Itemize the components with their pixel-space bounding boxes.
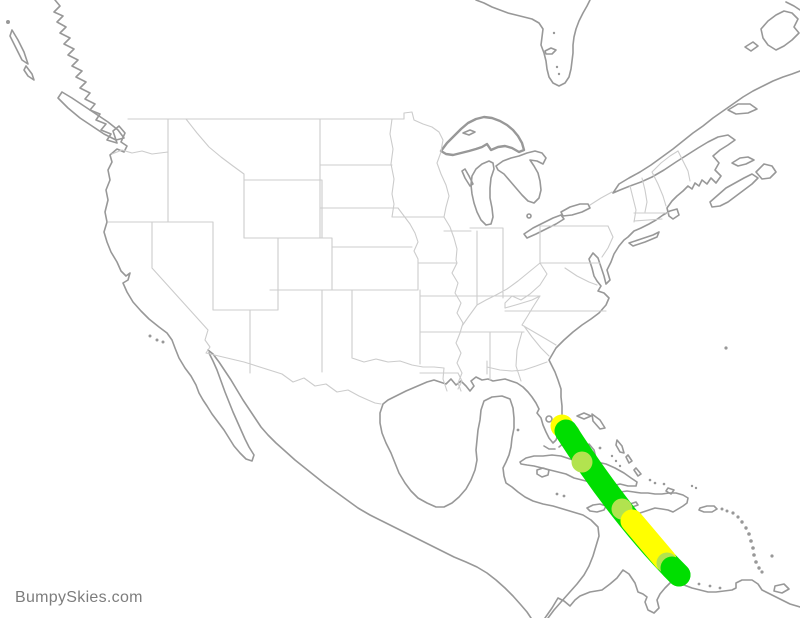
exuma-islet	[610, 454, 614, 458]
turks-islet	[690, 484, 694, 488]
long-island	[628, 231, 660, 247]
cayman-islet	[555, 492, 559, 496]
puerto-rico	[698, 505, 718, 513]
cuba	[519, 454, 638, 487]
channel-island	[155, 338, 159, 342]
cayman-islet	[562, 494, 566, 498]
curacao	[708, 584, 712, 588]
state-border-layer	[107, 111, 691, 405]
route-light-moderate-segment	[620, 509, 677, 572]
lake-superior	[439, 115, 526, 157]
route-end-cap	[660, 556, 691, 587]
exuma-islet	[618, 464, 622, 468]
cat-island	[625, 454, 633, 464]
haida-gwaii	[9, 29, 29, 65]
lake-st-clair	[526, 213, 532, 219]
crooked-islet	[653, 481, 657, 485]
isle-royale	[462, 129, 476, 136]
newfoundland	[760, 10, 800, 51]
inagua	[665, 487, 675, 495]
mayaguana	[662, 482, 666, 486]
lesser-antilles	[720, 507, 774, 574]
coastline-pacific	[53, 0, 255, 462]
isle-of-youth	[536, 467, 550, 478]
jamaica	[586, 503, 607, 513]
hudson-bay-islet	[552, 31, 556, 35]
lake-michigan	[470, 160, 495, 226]
cape-breton-island	[755, 163, 777, 180]
grand-bahama	[576, 412, 592, 420]
newfoundland-sliver	[744, 41, 759, 52]
lake-okeechobee	[545, 415, 553, 423]
anticosti-island	[727, 103, 758, 115]
cozumel	[516, 428, 520, 432]
route-layer	[550, 414, 691, 587]
long-island-bahamas	[633, 467, 642, 477]
prince-edward-island	[731, 156, 755, 167]
coastline-hudson-bay	[475, 0, 591, 87]
james-bay-islet	[555, 65, 559, 69]
turks-islet	[694, 486, 698, 490]
coastline-south-america	[544, 569, 800, 618]
akimiski-island	[544, 47, 557, 55]
lake-huron	[495, 150, 547, 204]
lake-ontario	[560, 203, 591, 217]
haida-gwaii-south	[23, 65, 35, 81]
eleuthera	[615, 439, 625, 454]
green-bay	[461, 168, 474, 187]
trinidad	[773, 583, 790, 594]
nova-scotia	[709, 173, 759, 208]
new-providence	[598, 446, 602, 450]
coastline-mexico-gulf-of-california	[207, 349, 532, 618]
bonaire	[718, 586, 722, 590]
state-borders	[107, 111, 691, 405]
alaska-panhandle-islet	[6, 20, 10, 24]
abaco	[591, 413, 606, 430]
vancouver-island	[57, 91, 125, 141]
bermuda	[724, 346, 728, 350]
james-bay-islet	[557, 72, 561, 76]
coastline-layer	[6, 0, 800, 618]
route-transition-2	[571, 451, 593, 473]
labrador-corner	[785, 1, 800, 11]
crooked-islet	[648, 478, 652, 482]
aruba	[697, 582, 701, 586]
watermark: BumpySkies.com	[15, 589, 143, 606]
channel-island	[148, 334, 152, 338]
lake-erie	[523, 214, 565, 239]
exuma-islet	[614, 459, 618, 463]
channel-island	[161, 340, 165, 344]
